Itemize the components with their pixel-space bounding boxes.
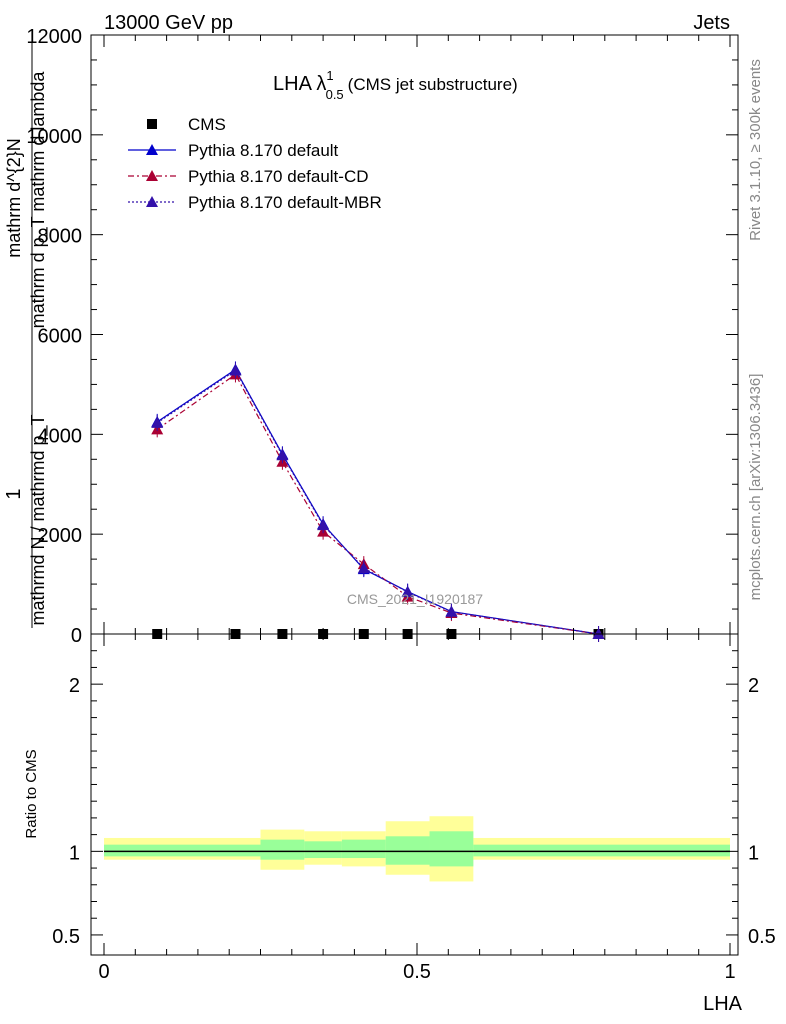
ratio-y-tick-label-right: 2 xyxy=(748,675,759,697)
main-y-tick-label: 8000 xyxy=(38,226,83,248)
energy-label: 13000 GeV pp xyxy=(104,12,233,34)
legend-marker xyxy=(146,144,158,155)
ratio-y-tick-label-right: 1 xyxy=(748,842,759,864)
x-tick-label: 1 xyxy=(724,961,735,983)
main-y-axis: 0 2000 4000 6000 8000 10000 12000 xyxy=(26,26,738,647)
series-marker xyxy=(229,364,242,376)
ratio-y-tick-label: 1 xyxy=(69,842,80,864)
ratio-x-axis: 0 0.5 1 xyxy=(98,634,736,983)
title-superscript: 1 xyxy=(326,68,333,83)
ratio-frame xyxy=(90,633,739,956)
title-main: LHA λ xyxy=(273,73,326,95)
ratio-green-band xyxy=(429,831,474,867)
main-y-tick-label: 0 xyxy=(71,625,82,647)
ratio-green-band xyxy=(473,844,730,857)
title-suffix: (CMS jet substructure) xyxy=(348,75,518,94)
ratio-green-band xyxy=(104,844,261,857)
ylabel-bottom: mathrmd N / mathrmd p_T xyxy=(28,414,49,625)
x-tick-label: 0 xyxy=(98,961,109,983)
mcplots-label: mcplots.cern.ch [arXiv:1306.3436] xyxy=(747,374,764,601)
series-line xyxy=(156,369,599,635)
series-marker xyxy=(401,586,414,598)
legend-label: Pythia 8.170 default-MBR xyxy=(188,193,382,212)
legend-label: Pythia 8.170 default-CD xyxy=(188,167,369,186)
main-y-axis-label: 1 mathrmd N / mathrmd p_T mathrm d^{2}N … xyxy=(3,35,49,628)
ratio-green-band xyxy=(304,841,342,859)
ratio-y-tick-label: 0.5 xyxy=(52,926,80,948)
ylabel-top: 1 xyxy=(3,488,25,499)
main-x-ticks xyxy=(103,35,731,634)
series-marker xyxy=(276,449,289,461)
process-label: Jets xyxy=(693,12,730,34)
analysis-watermark: CMS_2021_I1920187 xyxy=(347,591,483,607)
legend-label: CMS xyxy=(188,115,226,134)
ratio-y-tick-label-right: 0.5 xyxy=(748,926,776,948)
rivet-events-label: Rivet 3.1.10, ≥ 300k events xyxy=(747,59,764,241)
plot-title: LHA λ1 0.5 (CMS jet substructure) xyxy=(273,68,518,102)
main-y-tick-label: 2000 xyxy=(38,525,83,547)
main-y-tick-label: 4000 xyxy=(38,425,83,447)
main-y-tick-label: 12000 xyxy=(26,26,82,48)
series-line xyxy=(156,373,599,635)
legend-marker xyxy=(146,196,158,207)
ratio-y-axis: 0.5 0.5 1 1 2 2 xyxy=(52,650,776,948)
ratio-y-tick-label: 2 xyxy=(69,675,80,697)
ylabel-fraction-numerator: mathrm d^{2}N xyxy=(4,138,24,258)
x-axis-label: LHA xyxy=(703,993,743,1015)
ratio-y-axis-label: Ratio to CMS xyxy=(23,749,40,838)
ratio-panel: 0.5 0.51 12 2 0 0.5 1 Ratio to CMS LHA xyxy=(23,633,776,1015)
legend-marker-cms xyxy=(147,119,157,129)
series-marker xyxy=(151,416,164,428)
main-y-tick-label: 6000 xyxy=(38,326,83,348)
svg-text:LHA λ10.5(CMS jet substructure: LHA λ1 0.5 (CMS jet substructure) xyxy=(273,68,518,102)
legend-marker xyxy=(146,170,158,181)
legend-label: Pythia 8.170 default xyxy=(188,141,339,160)
main-y-tick-label: 10000 xyxy=(26,126,82,148)
series-marker xyxy=(317,519,330,531)
main-plot-content xyxy=(151,361,605,642)
ratio-plot-content xyxy=(104,816,730,882)
ratio-green-band xyxy=(260,839,305,860)
legend: CMS Pythia 8.170 default Pythia 8.170 defa… xyxy=(128,115,382,212)
series-marker xyxy=(357,562,370,574)
x-tick-label: 0.5 xyxy=(403,961,431,983)
ylabel-fraction-denominator: mathrm d p_T mathrm d lambda xyxy=(28,71,49,329)
series-marker xyxy=(445,605,458,617)
ratio-green-band xyxy=(385,836,430,865)
title-subscript: 0.5 xyxy=(326,87,344,102)
ratio-green-band xyxy=(341,839,386,859)
